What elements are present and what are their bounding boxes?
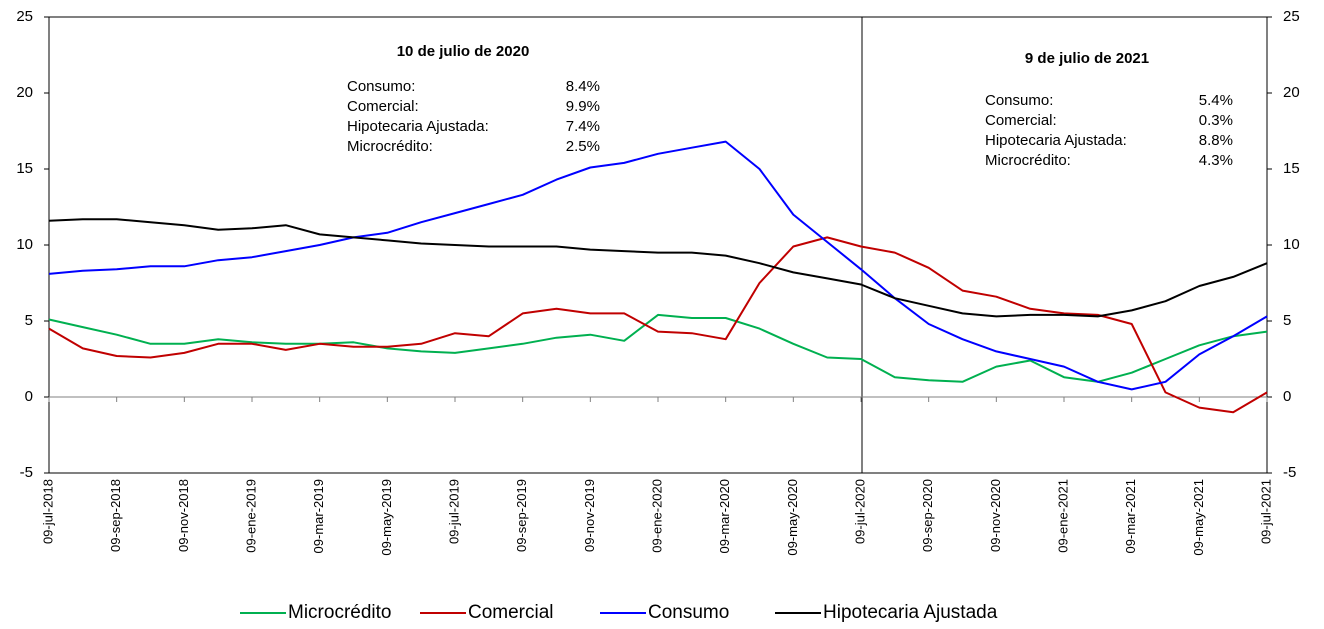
y2-tick-label: 25 (1283, 8, 1300, 25)
annotation-label: Comercial: (347, 98, 419, 115)
annotation-label: Hipotecaria Ajustada: (985, 132, 1127, 149)
legend-label: Comercial (468, 602, 554, 623)
y-tick-label: 0 (25, 388, 33, 405)
x-tick-label: 09-jul-2020 (852, 479, 867, 544)
x-tick-label: 09-nov-2019 (582, 479, 597, 552)
x-tick-label: 09-jul-2019 (446, 479, 461, 544)
y2-tick-label: 20 (1283, 84, 1300, 101)
y2-tick-label: 5 (1283, 312, 1291, 329)
y-tick-label: 20 (16, 84, 33, 101)
x-tick-label: 09-jul-2021 (1258, 479, 1273, 544)
x-tick-label: 09-ene-2019 (243, 479, 258, 553)
annotation-value: 8.4% (566, 78, 600, 95)
x-tick-label: 09-sep-2019 (514, 479, 529, 552)
annotation-value: 0.3% (1199, 112, 1233, 129)
x-tick-label: 09-may-2019 (379, 479, 394, 556)
annotation-value: 7.4% (566, 118, 600, 135)
x-tick-label: 09-sep-2020 (920, 479, 935, 552)
legend-label: Hipotecaria Ajustada (823, 602, 998, 623)
annotation-value: 2.5% (566, 138, 600, 155)
y-tick-label: 10 (16, 236, 33, 253)
x-tick-label: 09-mar-2020 (717, 479, 732, 553)
x-tick-label: 09-ene-2021 (1055, 479, 1070, 553)
x-tick-label: 09-nov-2018 (176, 479, 191, 552)
x-tick-label: 09-may-2020 (785, 479, 800, 556)
annotation-value: 8.8% (1199, 132, 1233, 149)
legend-label: Microcrédito (288, 602, 391, 623)
y2-tick-label: -5 (1283, 464, 1296, 481)
plot-frame (48, 16, 1268, 474)
y-tick-label: 25 (16, 8, 33, 25)
x-tick-label: 09-ene-2020 (649, 479, 664, 553)
x-tick-label: 09-mar-2021 (1123, 479, 1138, 553)
x-tick-label: 09-jul-2018 (40, 479, 55, 544)
y-tick-label: 15 (16, 160, 33, 177)
x-tick-label: 09-sep-2018 (108, 479, 123, 552)
series-line (48, 236, 1268, 414)
annotation-label: Microcrédito: (347, 138, 433, 155)
annotation-value: 4.3% (1199, 152, 1233, 169)
annotation-label: Hipotecaria Ajustada: (347, 118, 489, 135)
annotation-value: 9.9% (566, 98, 600, 115)
annotation-title: 10 de julio de 2020 (397, 43, 530, 60)
annotation-label: Microcrédito: (985, 152, 1071, 169)
y2-tick-label: 10 (1283, 236, 1300, 253)
series-line (48, 140, 1268, 391)
y-tick-label: -5 (20, 464, 33, 481)
y2-tick-label: 15 (1283, 160, 1300, 177)
x-tick-label: 09-may-2021 (1191, 479, 1206, 556)
annotation-title: 9 de julio de 2021 (1025, 50, 1149, 67)
x-tick-label: 09-mar-2019 (311, 479, 326, 553)
annotation-label: Consumo: (347, 78, 415, 95)
annotation-label: Comercial: (985, 112, 1057, 129)
series-line (48, 313, 1268, 383)
y-tick-label: 5 (25, 312, 33, 329)
y2-tick-label: 0 (1283, 388, 1291, 405)
legend-label: Consumo (648, 602, 729, 623)
series-line (48, 218, 1268, 318)
annotation-value: 5.4% (1199, 92, 1233, 109)
annotation-label: Consumo: (985, 92, 1053, 109)
x-tick-label: 09-nov-2020 (988, 479, 1003, 552)
